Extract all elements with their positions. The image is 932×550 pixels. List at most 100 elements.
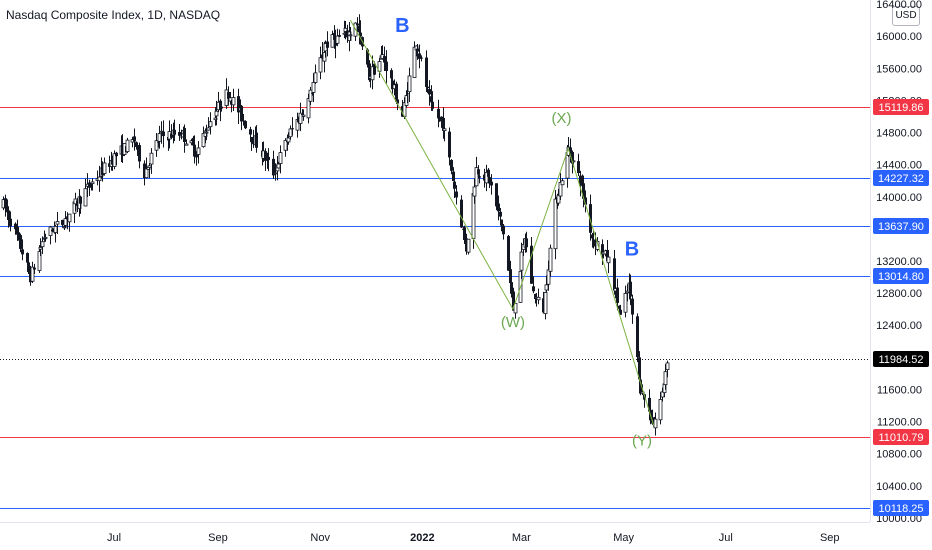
candle-body-up [548, 247, 553, 272]
candle-body-up [308, 89, 313, 102]
candle-body-up [407, 75, 412, 93]
level-badge-label: 15119.86 [878, 102, 923, 114]
candle-body-down [346, 30, 349, 38]
candle-body-down [395, 83, 398, 102]
candle-body-down [183, 128, 186, 142]
candle-body-down [136, 144, 139, 146]
y-tick-label: 16400.00 [876, 0, 922, 11]
y-tick-label: 12400.00 [876, 320, 922, 332]
candle-body-down [613, 258, 616, 291]
candle-body-up [231, 97, 236, 106]
candle-body-up [412, 46, 417, 78]
candle-body-up [214, 110, 219, 117]
candle-body-down [244, 121, 247, 129]
y-tick-label: 13200.00 [876, 256, 922, 268]
candle-body-down [591, 234, 594, 239]
level-badge-bg [873, 429, 929, 445]
candle-body-down [606, 250, 609, 262]
candle-body-down [264, 151, 267, 161]
horizontal-levels [0, 107, 870, 509]
candle-body-up [606, 256, 611, 264]
candle-body-down [618, 305, 621, 309]
candle-body-down [170, 133, 173, 138]
candle-body-down [333, 32, 336, 40]
candle-body-up [663, 371, 668, 386]
candle-body-down [499, 211, 502, 217]
price-axis[interactable]: 16400.0016000.0015600.0015200.0014800.00… [876, 0, 922, 525]
candle-body-down [383, 56, 386, 63]
candle-body-down [579, 175, 582, 186]
candles [1, 14, 670, 436]
candle-body-down [401, 106, 404, 117]
candle-body-up [67, 213, 72, 223]
level-badge-bg [873, 99, 929, 115]
candle-body-down [483, 174, 486, 181]
candle-body-down [592, 240, 595, 242]
candle-body-up [658, 399, 663, 421]
y-tick-label: 14000.00 [876, 192, 922, 204]
time-axis[interactable]: Jul Sep Nov 2022 Mar May Jul Sep [107, 532, 840, 544]
wave-label: (Y) [632, 433, 652, 450]
candle-body-down [51, 229, 54, 232]
candle-body-up [206, 127, 211, 131]
candle-body-up [149, 152, 154, 165]
candle-body-down [639, 379, 642, 394]
candle-body-down [16, 226, 19, 235]
wave-lines [349, 19, 655, 426]
candle-body-down [431, 101, 434, 109]
x-tick-label: Sep [208, 532, 228, 544]
candle-body-down [242, 120, 245, 122]
candle-body-up [63, 218, 68, 226]
candle-body-down [500, 219, 503, 226]
level-badge-label: 11010.79 [878, 432, 923, 444]
candle-body-down [426, 86, 429, 89]
candle-body-up [298, 112, 303, 124]
candle-body-up [288, 128, 293, 138]
candle-body-down [390, 70, 393, 79]
candle-body-down [525, 238, 528, 248]
candle-body-up [37, 251, 42, 271]
candle-body-down [359, 32, 362, 37]
level-badge-bg [873, 170, 929, 186]
candle-body-up [306, 98, 311, 119]
candle-body-up [546, 269, 551, 285]
x-tick-label: Mar [512, 532, 531, 544]
candle-body-down [338, 35, 341, 37]
candle-body-down [66, 216, 69, 220]
candle-body-down [61, 219, 64, 225]
last-price-badge-label: 11984.52 [878, 354, 923, 366]
candle-body-down [420, 57, 423, 59]
candle-body-down [425, 57, 428, 87]
candle-body-up [536, 296, 541, 301]
y-tick-label: 11600.00 [877, 384, 922, 396]
wave-annotations: B (W) (X) B (Y) [395, 15, 652, 450]
candle-body-down [510, 282, 513, 294]
x-tick-label: Nov [310, 532, 330, 544]
candle-body-down [416, 48, 419, 52]
candle-body-down [27, 262, 30, 272]
x-tick-label: 2022 [410, 532, 434, 544]
candle-body-down [90, 185, 93, 187]
candle-body-up [125, 139, 130, 153]
candle-body-down [534, 293, 537, 300]
candle-body-down [453, 181, 456, 189]
currency-button[interactable]: USD [892, 6, 920, 26]
y-tick-label: 14800.00 [876, 128, 922, 140]
candle-body-down [448, 131, 451, 158]
candle-body-up [543, 292, 548, 315]
level-badge-bg [873, 500, 929, 516]
candle-body-down [237, 96, 240, 113]
candle-body-up [335, 35, 340, 44]
candle-body-down [193, 144, 196, 157]
candle-body-down [629, 281, 632, 297]
candle-body-up [466, 238, 471, 253]
candle-body-up [90, 181, 95, 184]
y-tick-label: 11200.00 [877, 417, 922, 429]
candle-body-down [26, 253, 29, 263]
candle-body-down [180, 136, 183, 138]
candle-body-down [157, 141, 160, 143]
level-badge-bg [873, 268, 929, 284]
candle-body-up [544, 284, 549, 291]
y-tick-label: 12800.00 [876, 288, 922, 300]
